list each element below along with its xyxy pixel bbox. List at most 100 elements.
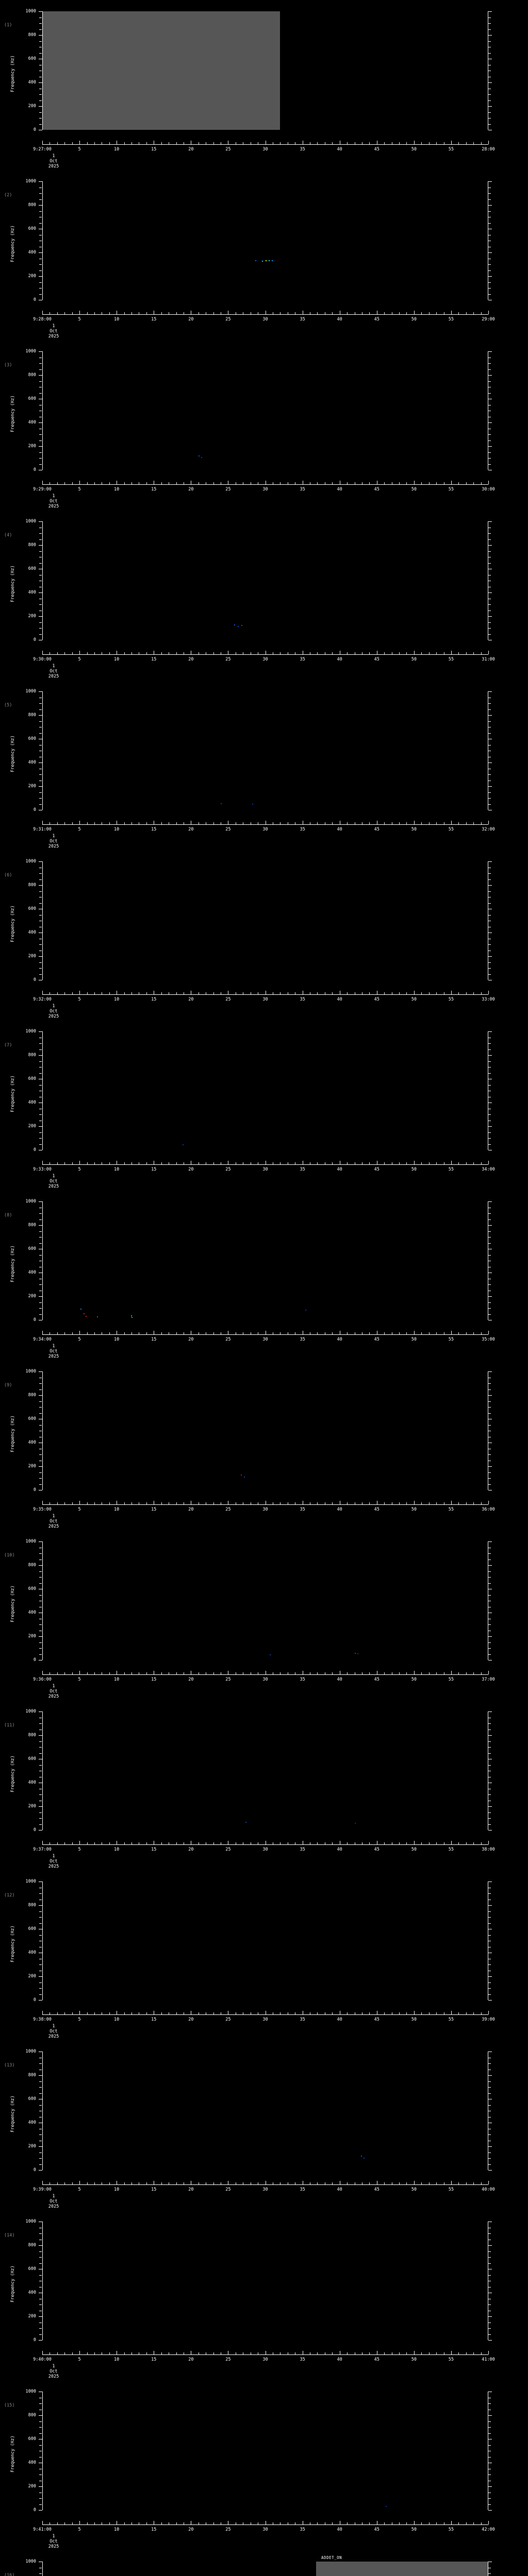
y-tick xyxy=(488,205,492,206)
y-tick xyxy=(39,944,42,945)
x-tick xyxy=(369,312,370,314)
y-tick-label: 400 xyxy=(28,1100,36,1105)
y-tick xyxy=(488,375,492,376)
y-tick-label: 0 xyxy=(33,1147,36,1153)
y-tick xyxy=(39,1571,42,1572)
data-point xyxy=(241,625,242,626)
x-tick xyxy=(64,1842,65,1844)
x-tick-label: 20 xyxy=(188,2527,194,2532)
y-tick xyxy=(488,1284,491,1285)
x-tick-label: 35 xyxy=(300,1507,305,1512)
x-axis-date-label: 1 Oct 2025 xyxy=(48,154,59,169)
x-tick xyxy=(458,1332,459,1334)
y-tick xyxy=(39,434,42,435)
x-tick xyxy=(428,992,430,994)
x-tick xyxy=(369,822,370,824)
x-tick xyxy=(64,2012,65,2014)
y-tick xyxy=(488,112,491,113)
x-tick-label: 30 xyxy=(262,2527,268,2532)
x-tick-label: 15 xyxy=(151,147,157,152)
y-tick xyxy=(488,1964,491,1965)
y-tick xyxy=(488,2170,492,2171)
y-tick-label: 400 xyxy=(28,930,36,935)
x-tick xyxy=(458,652,459,654)
y-tick xyxy=(39,861,42,862)
data-point xyxy=(271,260,273,261)
x-tick xyxy=(94,2352,95,2354)
x-tick xyxy=(406,312,407,314)
x-tick xyxy=(79,1841,80,1844)
x-tick xyxy=(414,1161,415,1164)
plot-area xyxy=(42,351,488,470)
x-tick-label: 10 xyxy=(114,827,120,832)
x-tick xyxy=(109,1842,110,1844)
date-line: 2025 xyxy=(48,1184,59,1189)
x-tick-label: 35 xyxy=(300,2017,305,2022)
x-tick xyxy=(317,312,318,314)
x-tick-label: 10 xyxy=(114,2527,120,2532)
y-tick xyxy=(488,2433,491,2434)
y-tick xyxy=(39,1043,42,1044)
x-tick xyxy=(347,1672,348,1674)
y-tick xyxy=(39,1553,42,1554)
x-tick-label: 35:00 xyxy=(482,1337,495,1342)
y-tick-label: 1000 xyxy=(25,1199,36,1204)
x-tick xyxy=(317,1842,318,1844)
x-tick xyxy=(399,2182,400,2184)
x-tick-label: 30 xyxy=(262,997,268,1002)
y-tick xyxy=(488,1794,491,1795)
y-tick xyxy=(39,1648,42,1649)
x-tick xyxy=(94,2522,95,2524)
y-tick xyxy=(39,1723,42,1724)
y-tick xyxy=(39,691,42,692)
spectrogram-panel: 0 200 400 600 800 1000 Frequency (Hz) (7) 9:33:0… xyxy=(0,1029,528,1195)
y-tick xyxy=(488,1383,491,1384)
x-tick xyxy=(87,2522,88,2524)
y-tick xyxy=(39,1225,42,1226)
y-axis-left xyxy=(42,2222,43,2340)
date-line: Oct xyxy=(50,1859,58,1864)
y-tick-label: 400 xyxy=(28,420,36,425)
y-tick-label: 1000 xyxy=(25,1709,36,1714)
x-tick xyxy=(347,2352,348,2354)
x-tick-label: 50 xyxy=(411,1507,417,1512)
x-tick xyxy=(488,2011,489,2014)
y-tick xyxy=(488,1818,491,1819)
x-tick-label: 35 xyxy=(300,2187,305,2192)
x-tick-label: 55 xyxy=(448,1337,454,1342)
y-tick xyxy=(39,1812,42,1813)
date-line: Oct xyxy=(50,1689,58,1694)
x-tick-label: 5 xyxy=(78,2187,81,2192)
y-tick xyxy=(39,440,42,441)
x-tick xyxy=(213,2012,214,2014)
y-tick xyxy=(39,1237,42,1238)
x-tick-label: 25 xyxy=(225,2017,231,2022)
x-tick xyxy=(109,822,110,824)
x-tick xyxy=(481,1502,482,1504)
y-tick-label: 600 xyxy=(28,2436,36,2442)
y-tick-label: 0 xyxy=(33,1827,36,1833)
spectrogram-panel: 0 200 400 600 800 1000 Frequency (Hz) (9) 9:35:0… xyxy=(0,1369,528,1535)
data-point xyxy=(255,260,257,261)
x-tick xyxy=(317,822,318,824)
y-tick xyxy=(39,1055,42,1056)
x-tick xyxy=(124,142,125,144)
y-tick-label: 1000 xyxy=(25,349,36,354)
x-tick xyxy=(124,2182,125,2184)
x-tick xyxy=(131,2012,132,2014)
x-tick xyxy=(399,1842,400,1844)
y-tick xyxy=(39,891,42,892)
x-tick xyxy=(332,1162,333,1164)
y-tick xyxy=(39,2421,42,2422)
x-tick xyxy=(87,652,88,654)
x-tick xyxy=(332,2352,333,2354)
x-tick-label: 40 xyxy=(337,657,342,662)
x-tick xyxy=(347,1162,348,1164)
x-tick xyxy=(414,1841,415,1844)
y-tick xyxy=(39,2433,42,2434)
panel-index-label: (8) xyxy=(4,1213,12,1218)
x-tick xyxy=(458,992,459,994)
y-tick-label: 400 xyxy=(28,1780,36,1785)
y-tick xyxy=(39,1806,42,1807)
y-tick xyxy=(39,1935,42,1936)
